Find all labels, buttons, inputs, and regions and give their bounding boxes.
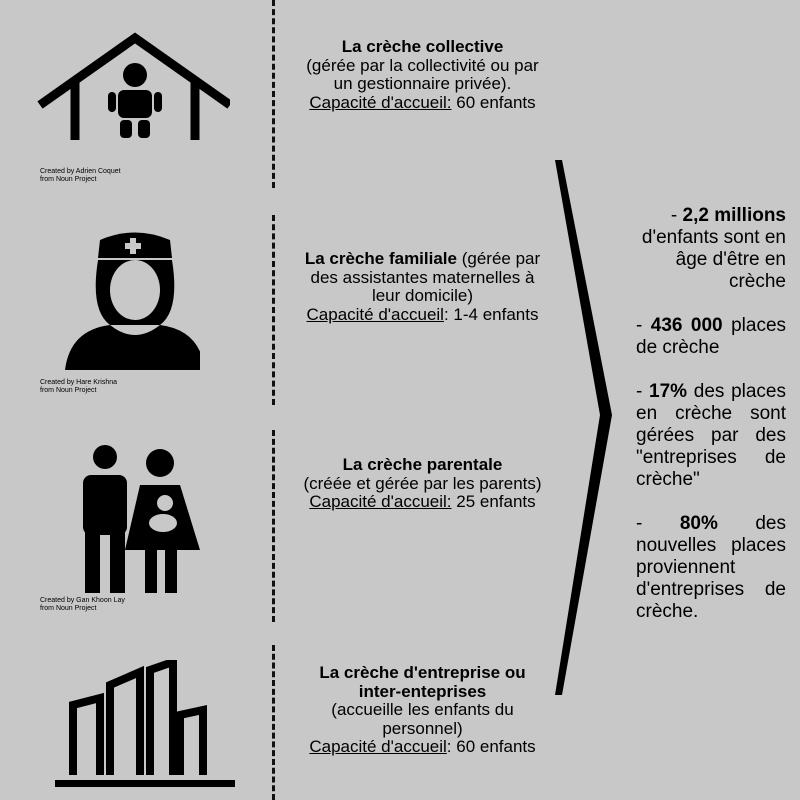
icon-credit: Created by Adrien Coquet from Noun Projec… bbox=[40, 168, 121, 183]
title: La crèche collective bbox=[341, 37, 504, 56]
capacity-value: : 60 enfants bbox=[446, 737, 536, 756]
capacity-value: 60 enfants bbox=[451, 92, 536, 112]
capacity-label: Capacité d'accueil: bbox=[309, 92, 452, 112]
divider bbox=[272, 215, 275, 405]
capacity-label: Capacité d'accueil bbox=[306, 304, 444, 324]
capacity-value: : 1-4 enfants bbox=[443, 304, 539, 324]
house-child-icon bbox=[37, 32, 230, 140]
detail: (gérée par la collectivité ou par un ges… bbox=[306, 55, 539, 93]
stat-item: - 17% des places en crèche sont gérées p… bbox=[636, 381, 786, 490]
stat-item: - 80% des nouvelles places proviennent d… bbox=[636, 513, 786, 622]
detail: (gérée par des assistantes maternelles à… bbox=[310, 249, 541, 305]
nurse-icon bbox=[65, 232, 200, 370]
creche-familiale: La crèche familiale (gérée par des assis… bbox=[300, 249, 545, 324]
family-icon bbox=[83, 445, 200, 593]
detail: (créée et gérée par les parents) bbox=[303, 473, 542, 493]
capacity-label: Capacité d'accueil: bbox=[309, 492, 452, 511]
title: La crèche d'entreprise ou inter-entepris… bbox=[319, 663, 526, 701]
icon-credit: Created by Hare Krishna from Noun Project bbox=[40, 379, 118, 394]
capacity-value: 25 enfants bbox=[451, 492, 536, 511]
divider bbox=[272, 430, 275, 622]
title: La crèche familiale bbox=[304, 249, 457, 268]
title: La crèche parentale bbox=[342, 455, 503, 474]
stat-item: - 436 000 places de crèche bbox=[636, 315, 787, 358]
chevron-brace-icon bbox=[555, 160, 612, 695]
statistics: - 2,2 millions d'enfants sont en âge d'ê… bbox=[636, 205, 786, 645]
icon-credit: Created by Gan Khoon Lay from Noun Projec… bbox=[40, 597, 125, 612]
stat-item: - 2,2 millions d'enfants sont en âge d'ê… bbox=[641, 205, 786, 292]
creche-parentale: La crèche parentale (créée et gérée par l… bbox=[300, 455, 545, 512]
divider bbox=[272, 0, 275, 188]
capacity-label: Capacité d'accueil bbox=[309, 737, 447, 756]
creche-entreprise: La crèche d'entreprise ou inter-entepris… bbox=[300, 663, 545, 757]
detail: (accueille les enfants du personnel) bbox=[331, 700, 514, 738]
divider bbox=[272, 645, 275, 800]
creche-collective: La crèche collective (gérée par la collec… bbox=[300, 37, 545, 112]
buildings-icon bbox=[55, 660, 235, 787]
